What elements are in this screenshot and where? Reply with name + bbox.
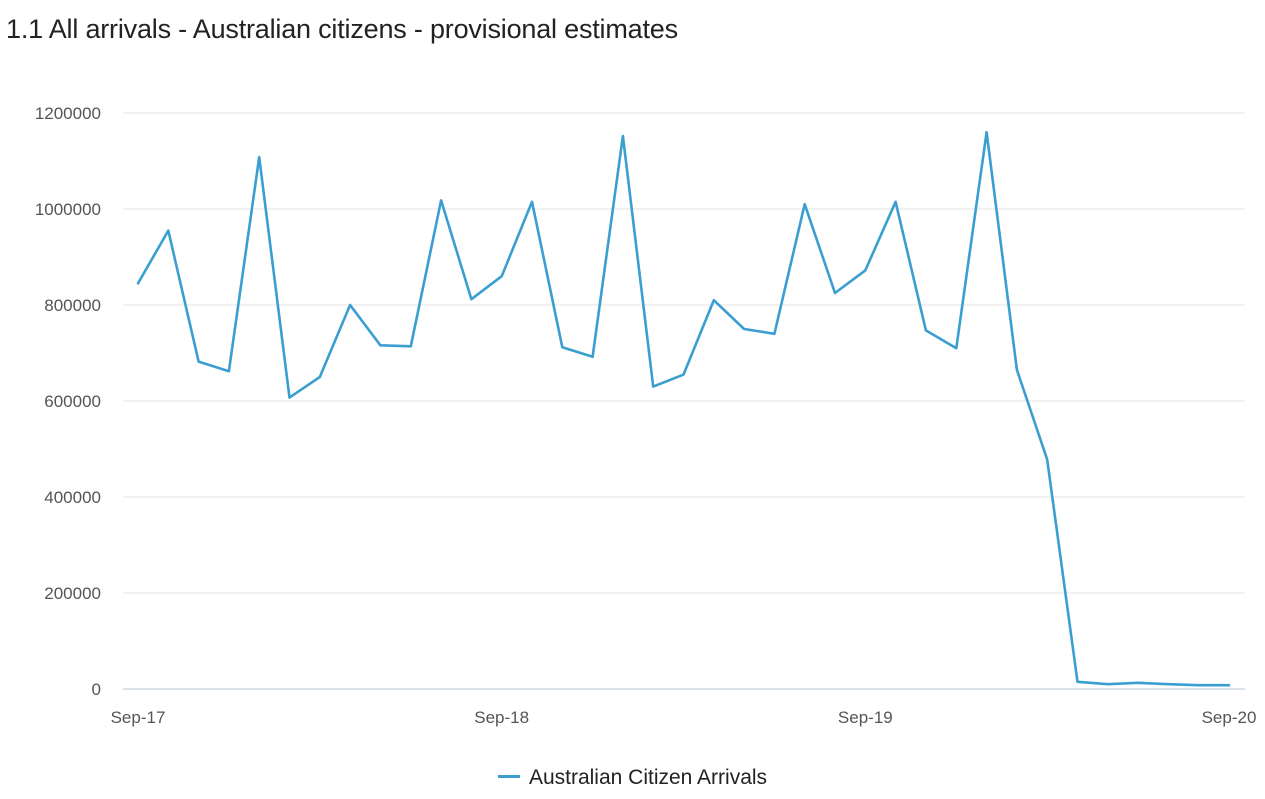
x-tick-label: Sep-17 <box>111 708 166 727</box>
y-tick-label: 1200000 <box>35 104 101 123</box>
y-tick-label: 1000000 <box>35 200 101 219</box>
legend[interactable]: Australian Citizen Arrivals <box>0 766 1265 790</box>
y-tick-label: 800000 <box>44 296 101 315</box>
series-line <box>136 130 1231 687</box>
legend-swatch <box>497 774 520 778</box>
y-tick-label: 0 <box>92 680 101 699</box>
y-tick-label: 600000 <box>44 392 101 411</box>
chart-title: 1.1 All arrivals - Australian citizens -… <box>6 14 678 44</box>
x-tick-label: Sep-19 <box>838 708 893 727</box>
legend-label: Australian Citizen Arrivals <box>528 766 768 789</box>
y-tick-label: 200000 <box>44 584 101 603</box>
x-tick-label: Sep-20 <box>1202 708 1257 727</box>
x-tick-label: Sep-18 <box>474 708 529 727</box>
y-tick-label: 400000 <box>44 488 101 507</box>
line-chart: 0 200000 400000 600000 800000 1000000 1200000 S… <box>35 104 1257 727</box>
